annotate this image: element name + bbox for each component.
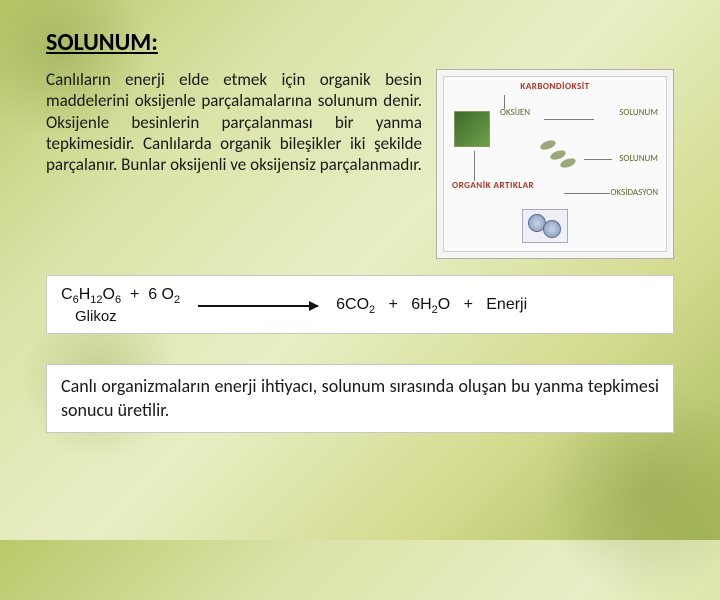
arrow-icon [584, 159, 612, 160]
page-title: SOLUNUM: [46, 28, 674, 57]
equation-left: C6H12O6 + 6 O2 Glikoz [61, 286, 180, 325]
reaction-arrow-icon [198, 305, 318, 307]
main-row: Canlıların enerji elde etmek için organi… [46, 69, 674, 259]
slide-content: SOLUNUM: Canlıların enerji elde etmek iç… [0, 0, 720, 433]
reactant-glucose-label: Glikoz [75, 308, 117, 325]
organism-icon [536, 139, 580, 169]
equation-reactants: C6H12O6 + 6 O2 [61, 286, 180, 306]
diagram-label-organik: ORGANİK ARTIKLAR [452, 181, 534, 191]
reactant-oxygen: 6 O2 [148, 286, 180, 303]
arrow-icon [474, 151, 475, 181]
arrow-icon [544, 119, 594, 120]
body-paragraph: Canlıların enerji elde etmek için organi… [46, 69, 422, 175]
plus-sign: + [464, 296, 473, 313]
plus-sign: + [389, 296, 398, 313]
cycle-diagram: KARBONDİOKSİT OKSİJEN SOLUNUM SOLUNUM [436, 69, 674, 259]
diagram-inner: KARBONDİOKSİT OKSİJEN SOLUNUM SOLUNUM [443, 76, 667, 252]
arrow-icon [564, 193, 610, 194]
product-energy: Enerji [486, 296, 527, 313]
equation-products: 6CO2 + 6H2O + Enerji [336, 296, 527, 316]
diagram-label-top: KARBONDİOKSİT [520, 81, 589, 92]
product-co2: 6CO2 [336, 296, 375, 313]
equation-box: C6H12O6 + 6 O2 Glikoz 6CO2 + 6H2O + Ener… [46, 275, 674, 334]
footer-text: Canlı organizmaların enerji ihtiyacı, so… [46, 364, 674, 433]
diagram-label-oksidasyon: OKSİDASYON [611, 187, 658, 198]
cell-icon [522, 209, 568, 243]
diagram-label-solunum2: SOLUNUM [619, 153, 658, 164]
diagram-label-solunum1: SOLUNUM [619, 107, 658, 118]
plant-icon [454, 111, 490, 147]
reactant-glucose: C6H12O6 [61, 286, 121, 303]
product-h2o: 6H2O [411, 296, 450, 313]
arrow-icon [504, 95, 505, 109]
plus-sign: + [130, 286, 139, 303]
